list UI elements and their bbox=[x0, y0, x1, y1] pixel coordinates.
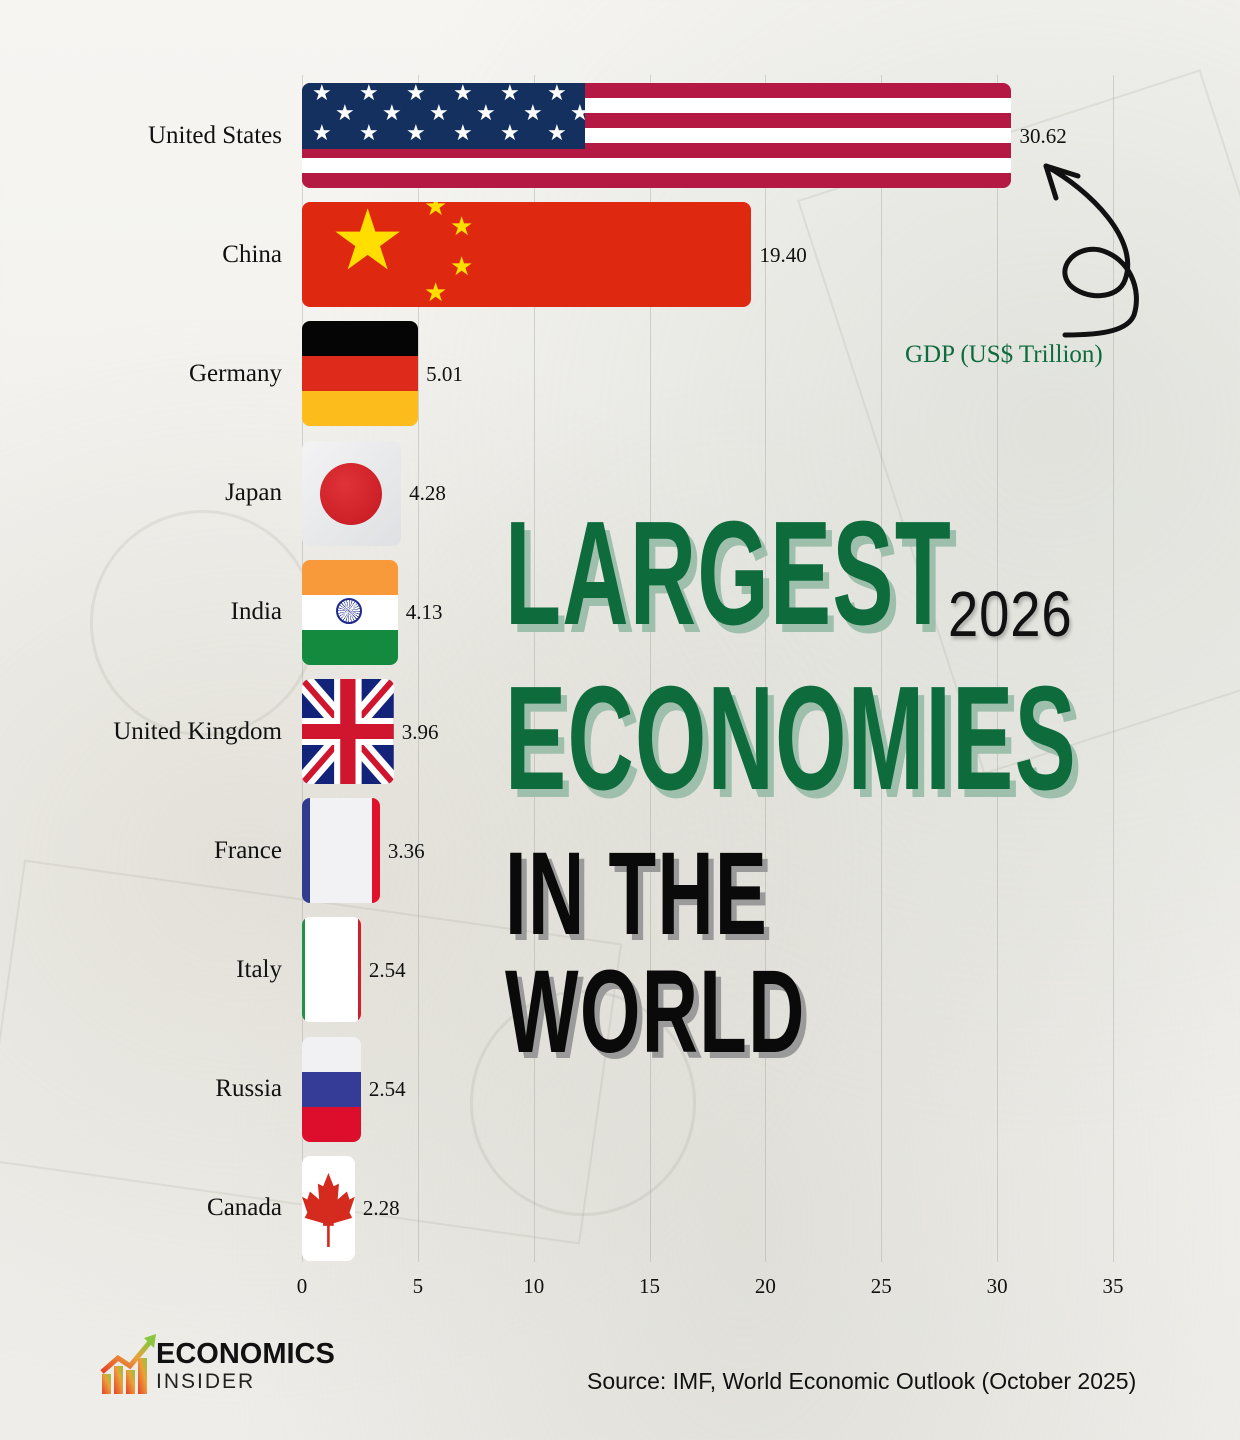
x-tick-label: 35 bbox=[1102, 1274, 1124, 1298]
japan-flag-icon bbox=[302, 440, 402, 546]
united-kingdom-flag-icon bbox=[302, 679, 394, 784]
gridline bbox=[881, 75, 883, 1262]
x-tick-label: 20 bbox=[754, 1274, 776, 1298]
value-label-italy: 2.54 bbox=[368, 957, 406, 982]
bar-france[interactable] bbox=[302, 798, 380, 904]
logo: ECONOMICS INSIDER bbox=[100, 1332, 360, 1398]
bar-india[interactable] bbox=[302, 559, 398, 665]
russia-flag-icon bbox=[302, 1036, 361, 1142]
curly-arrow-icon bbox=[1043, 163, 1139, 338]
gridline bbox=[997, 75, 999, 1262]
source-note: Source: IMF, World Economic Outlook (Oct… bbox=[587, 1368, 1137, 1394]
value-label-united-states: 30.62 bbox=[1019, 123, 1067, 148]
value-label-japan: 4.28 bbox=[409, 481, 446, 506]
x-tick-label: 25 bbox=[870, 1274, 892, 1298]
gridline bbox=[533, 75, 535, 1262]
gridline bbox=[417, 75, 419, 1262]
bar-germany[interactable] bbox=[302, 321, 419, 427]
germany-flag-icon bbox=[302, 321, 419, 427]
value-label-united-kingdom: 3.96 bbox=[401, 719, 439, 744]
x-tick-label: 5 bbox=[412, 1274, 424, 1298]
bar-united-states[interactable]: ★ ★ ★ ★ ★ ★ ★ ★ ★ ★ ★ ★ ★ ★ ★ ★ ★ ★ bbox=[302, 83, 1012, 188]
value-label-india: 4.13 bbox=[405, 600, 443, 625]
gridline bbox=[302, 75, 303, 1262]
country-label-united-states: United States bbox=[147, 121, 282, 149]
x-tick-label: 0 bbox=[296, 1274, 308, 1298]
value-label-germany: 5.01 bbox=[426, 361, 463, 386]
title-line-in-the-world: IN THE WORLD bbox=[505, 828, 806, 1078]
united-states-flag-icon: ★ ★ ★ ★ ★ ★ ★ ★ ★ ★ ★ ★ ★ ★ ★ ★ ★ ★ bbox=[302, 83, 1012, 188]
france-flag-icon bbox=[302, 798, 380, 904]
logo-text-economics: ECONOMICS bbox=[156, 1338, 335, 1370]
unit-label: GDP (US$ Trillion) bbox=[905, 341, 1103, 368]
gridline bbox=[649, 75, 651, 1262]
bar-italy[interactable] bbox=[302, 917, 361, 1023]
country-label-india: India bbox=[230, 598, 282, 626]
country-label-france: France bbox=[213, 836, 282, 864]
x-tick-label: 10 bbox=[523, 1274, 545, 1298]
value-label-canada: 2.28 bbox=[362, 1196, 400, 1221]
bar-japan[interactable] bbox=[302, 440, 402, 546]
bar-united-kingdom[interactable] bbox=[302, 679, 394, 784]
x-tick-label: 30 bbox=[986, 1274, 1008, 1298]
china-flag-icon: ★ ★ ★ ★ ★ bbox=[302, 202, 752, 308]
bar-russia[interactable] bbox=[302, 1036, 361, 1142]
bar-canada[interactable] bbox=[302, 1155, 355, 1261]
country-label-china: China bbox=[222, 240, 282, 268]
country-label-italy: Italy bbox=[236, 955, 282, 983]
title-year: 2026 bbox=[948, 578, 1073, 650]
italy-flag-icon bbox=[302, 917, 361, 1023]
india-flag-icon bbox=[302, 559, 398, 665]
logo-text-insider: INSIDER bbox=[156, 1370, 256, 1393]
country-label-germany: Germany bbox=[188, 359, 282, 387]
value-label-russia: 2.54 bbox=[368, 1077, 406, 1102]
country-label-canada: Canada bbox=[207, 1194, 282, 1222]
title-line-economies: ECONOMIES bbox=[505, 656, 1077, 821]
country-label-united-kingdom: United Kingdom bbox=[113, 717, 282, 745]
country-label-japan: Japan bbox=[225, 479, 282, 507]
value-label-france: 3.36 bbox=[387, 838, 425, 863]
bar-china[interactable]: ★ ★ ★ ★ ★ bbox=[302, 202, 752, 308]
value-label-china: 19.40 bbox=[759, 242, 807, 267]
x-tick-label: 15 bbox=[639, 1274, 661, 1298]
canada-flag-icon bbox=[302, 1155, 355, 1261]
gridline bbox=[765, 75, 767, 1262]
country-label-russia: Russia bbox=[215, 1075, 282, 1103]
title-line-largest: LARGEST bbox=[505, 491, 953, 656]
growth-chart-logo-icon bbox=[100, 1334, 156, 1394]
gridline bbox=[1112, 75, 1114, 1262]
